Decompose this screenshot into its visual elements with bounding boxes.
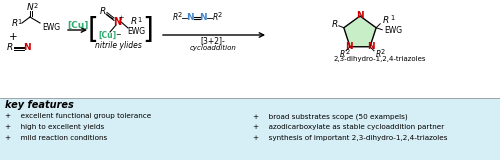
Text: N: N [113,17,121,27]
Text: [Cu]: [Cu] [67,20,88,29]
Text: 2: 2 [218,12,222,18]
Text: +  broad substrates scope (50 exampels): + broad substrates scope (50 exampels) [253,113,408,120]
Text: +  excellent functional group tolerance: + excellent functional group tolerance [5,113,151,119]
Text: −: − [115,32,121,38]
Text: key features: key features [5,100,74,110]
Text: R: R [212,13,218,23]
Text: N: N [356,11,364,20]
Text: R: R [340,50,344,59]
Text: +  high to excellent yields: + high to excellent yields [5,124,104,130]
Text: R: R [172,13,178,23]
Text: ]: ] [142,16,154,44]
Polygon shape [344,16,376,47]
Text: +: + [8,32,18,42]
Text: 1: 1 [137,16,141,23]
Text: 2: 2 [381,49,385,55]
Text: [Cu]: [Cu] [98,31,116,40]
Text: +  mild reaction conditions: + mild reaction conditions [5,135,107,141]
Text: 1: 1 [390,15,394,21]
Text: EWG: EWG [42,23,60,32]
Text: [: [ [88,16,99,44]
Text: R: R [7,44,13,52]
Text: R: R [131,17,137,27]
Text: EWG: EWG [384,26,402,35]
Text: 2: 2 [178,12,182,18]
Text: N: N [186,13,194,23]
Bar [0,98,500,160]
Text: +  synthesis of important 2,3-dihydro-1,2,4-triazoles: + synthesis of important 2,3-dihydro-1,2… [253,135,448,141]
Text: N: N [199,13,207,23]
Text: N: N [367,42,375,51]
Text: +: + [119,16,124,21]
Text: +  azodicarboxylate as stable cycloaddition partner: + azodicarboxylate as stable cycloadditi… [253,124,444,130]
Text: R: R [376,50,380,59]
Text: cycloaddition: cycloaddition [190,45,236,51]
Text: [3+2]-: [3+2]- [200,36,226,45]
Text: N: N [345,42,353,51]
Text: N: N [23,44,31,52]
Text: EWG: EWG [127,28,145,36]
Text: nitrile ylides: nitrile ylides [94,40,142,49]
Text: 1: 1 [18,19,21,24]
Text: 2: 2 [34,3,38,8]
Text: N: N [26,4,34,12]
Text: R: R [100,8,106,16]
Text: R: R [12,20,18,28]
Text: R: R [332,20,338,29]
Text: R: R [383,16,390,25]
Text: 2: 2 [346,49,350,55]
Text: 2,3-dihydro-1,2,4-triazoles: 2,3-dihydro-1,2,4-triazoles [334,56,426,62]
